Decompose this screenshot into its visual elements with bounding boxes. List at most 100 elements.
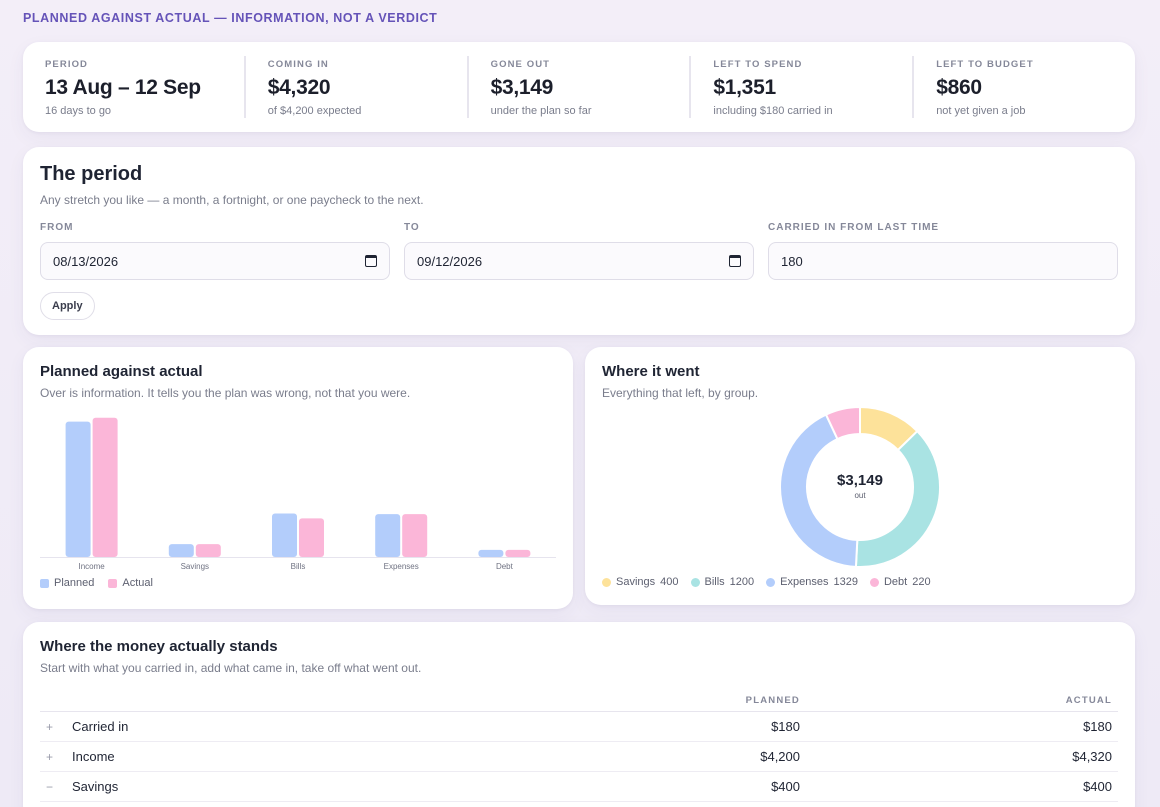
where-description: Everything that left, by group. — [602, 386, 759, 400]
carried-in-value: 180 — [781, 253, 803, 269]
donut-chart — [779, 406, 941, 568]
legend-swatch — [766, 577, 776, 587]
from-label: FROM — [40, 222, 74, 233]
bar-planned-bills — [272, 513, 297, 557]
stat-label: GONE OUT — [490, 59, 551, 70]
legend-actual-label: Actual — [122, 577, 153, 589]
row-actual: $4,320 — [1072, 749, 1112, 764]
summary-stats: PERIOD 13 Aug – 12 Sep 16 days to go COM… — [23, 42, 1135, 132]
donut-slice-expenses — [779, 413, 859, 568]
legend-label: Expenses — [780, 576, 829, 588]
money-stands-card: Where the money actually stands Start wi… — [23, 622, 1135, 807]
table-row: − Savings $400 $400 — [40, 772, 1118, 802]
stat-value: $3,149 — [490, 76, 554, 99]
plan-chart-description: Over is information. It tells you the pl… — [40, 386, 411, 400]
donut-legend-bills: Bills 1200 — [690, 576, 755, 588]
donut-slice-bills — [854, 429, 941, 568]
donut-slice-debt — [824, 406, 861, 441]
bar-planned-income — [65, 421, 91, 557]
bar-tick-label: Savings — [181, 562, 209, 571]
donut-center-label: out — [854, 491, 866, 500]
legend-value: 1200 — [729, 576, 755, 588]
legend-planned-label: Planned — [54, 577, 95, 589]
row-planned: $400 — [771, 779, 800, 794]
legend-swatch-actual — [108, 578, 118, 588]
from-date-input[interactable]: 08/13/2026 — [40, 242, 390, 280]
stands-description: Start with what you carried in, add what… — [40, 661, 422, 675]
stat-value: 13 Aug – 12 Sep — [45, 76, 201, 99]
carried-in-input[interactable]: 180 — [768, 242, 1118, 280]
table-row: + Carried in $180 $180 — [40, 712, 1118, 742]
legend-label: Savings — [616, 576, 656, 588]
row-planned: $180 — [771, 719, 800, 734]
stat-value: $860 — [936, 76, 982, 99]
bar-tick-label: Expenses — [384, 562, 419, 571]
legend-swatch — [869, 577, 879, 587]
to-label: TO — [404, 222, 420, 233]
legend-swatch — [690, 577, 700, 587]
legend-swatch — [602, 577, 611, 587]
stat-gone-out: GONE OUT $3,149 under the plan so far — [466, 56, 690, 118]
table-header: PLANNED ACTUAL — [40, 690, 1118, 712]
donut-center-value: $3,149 — [837, 472, 883, 489]
carried-field-group: CARRIED IN FROM LAST TIME 180 — [768, 222, 1118, 280]
calendar-icon[interactable] — [729, 255, 741, 267]
bar-actual-expenses — [402, 514, 428, 557]
donut-legend-debt: Debt 220 — [869, 576, 931, 588]
apply-button[interactable]: Apply — [40, 292, 95, 320]
row-actual: $180 — [1083, 719, 1112, 734]
stat-label: LEFT TO BUDGET — [936, 59, 1034, 70]
bar-actual-savings — [195, 544, 221, 557]
donut-wrap: $3,149 out — [602, 406, 1118, 570]
donut-center: $3,149 out — [602, 472, 1118, 500]
legend-actual: Actual — [108, 577, 153, 589]
row-name: Income — [72, 749, 115, 764]
period-fields: FROM 08/13/2026 TO 09/12/2026 CARRIED IN… — [40, 222, 1118, 280]
bar-actual-income — [92, 417, 118, 557]
stat-value: $1,351 — [713, 76, 776, 99]
bar-tick-label: Debt — [496, 562, 514, 571]
row-actual: $400 — [1083, 779, 1112, 794]
carried-label: CARRIED IN FROM LAST TIME — [768, 222, 940, 233]
donut-legend: Savings 400 Bills 1200 Expenses 1329 Debt 220 — [602, 576, 1118, 588]
legend-value: 1329 — [833, 576, 858, 588]
stat-period: PERIOD 13 Aug – 12 Sep 16 days to go — [23, 56, 244, 118]
table-row: + Income $4,200 $4,320 — [40, 742, 1118, 772]
stat-sub: 16 days to go — [45, 105, 112, 117]
bar-planned-debt — [478, 549, 504, 557]
calendar-icon[interactable] — [365, 255, 377, 267]
stat-coming-in: COMING IN $4,320 of $4,200 expected — [243, 56, 467, 118]
bar-actual-debt — [505, 549, 531, 557]
period-title: The period — [40, 163, 143, 185]
stat-sub: of $4,200 expected — [267, 105, 362, 117]
stat-sub: including $180 carried in — [713, 105, 833, 117]
row-sign: − — [46, 779, 54, 794]
bar-planned-savings — [168, 544, 194, 557]
stat-value: $4,320 — [267, 76, 331, 99]
stat-sub: under the plan so far — [490, 105, 592, 117]
legend-value: 220 — [912, 576, 931, 588]
bar-tick-label: Income — [78, 562, 105, 571]
row-planned: $4,200 — [760, 749, 800, 764]
to-field-group: TO 09/12/2026 — [404, 222, 754, 280]
donut-legend-expenses: Expenses 1329 — [766, 576, 858, 588]
where-it-went-card: Where it went Everything that left, by g… — [585, 347, 1135, 605]
to-date-input[interactable]: 09/12/2026 — [404, 242, 754, 280]
legend-value: 400 — [660, 576, 679, 588]
stat-label: PERIOD — [45, 59, 89, 70]
bar-chart: Income Savings Bills Expenses Debt — [40, 417, 556, 571]
planned-vs-actual-card: Planned against actual Over is informati… — [23, 347, 573, 609]
legend-label: Debt — [883, 576, 908, 588]
from-field-group: FROM 08/13/2026 — [40, 222, 390, 280]
col-planned: PLANNED — [745, 695, 800, 706]
stands-title: Where the money actually stands — [40, 638, 278, 655]
bar-actual-bills — [299, 518, 324, 557]
donut-legend-savings: Savings 400 — [602, 576, 679, 588]
legend-planned: Planned — [40, 577, 94, 589]
bar-planned-expenses — [375, 514, 401, 557]
stat-label: COMING IN — [267, 59, 329, 70]
stat-label: LEFT TO SPEND — [713, 59, 803, 70]
plan-chart-title: Planned against actual — [40, 363, 203, 380]
row-name: Savings — [72, 779, 119, 794]
bar-tick-label: Bills — [291, 562, 306, 571]
